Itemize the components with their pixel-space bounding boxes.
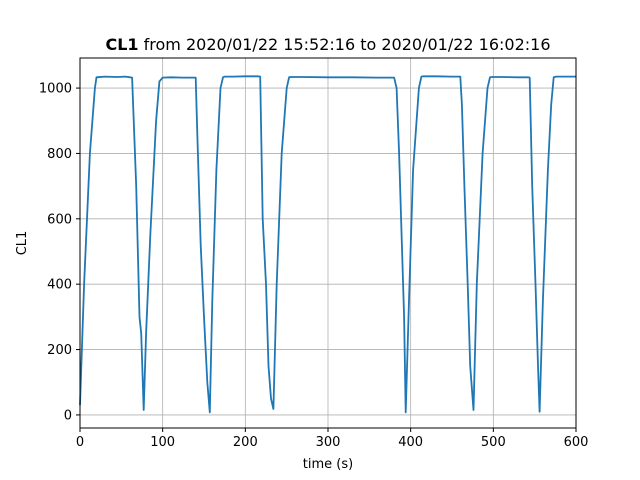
data-series bbox=[79, 75, 576, 414]
chart-title-rest: from 2020/01/22 15:52:16 to 2020/01/22 1… bbox=[139, 35, 551, 54]
y-tick-label: 800 bbox=[47, 147, 72, 162]
y-axis-ticks: 0 200 400 600 800 1000 bbox=[39, 82, 80, 423]
x-axis-label: time (s) bbox=[303, 457, 353, 472]
y-tick-label: 200 bbox=[47, 343, 72, 358]
x-tick-label: 300 bbox=[316, 435, 341, 450]
x-tick-label: 200 bbox=[233, 435, 258, 450]
chart-title: CL1 from 2020/01/22 15:52:16 to 2020/01/… bbox=[105, 35, 550, 54]
grid-lines bbox=[79, 58, 577, 428]
x-tick-label: 500 bbox=[481, 435, 506, 450]
x-axis-ticks: 0 100 200 300 400 500 600 bbox=[76, 428, 589, 450]
x-tick-label: 400 bbox=[398, 435, 423, 450]
x-tick-label: 100 bbox=[150, 435, 175, 450]
y-tick-label: 1000 bbox=[39, 82, 72, 97]
chart-title-bold: CL1 bbox=[105, 35, 138, 54]
x-tick-label: 600 bbox=[564, 435, 589, 450]
y-tick-label: 0 bbox=[64, 408, 72, 423]
y-axis-label: CL1 bbox=[15, 231, 30, 256]
y-tick-label: 600 bbox=[47, 212, 72, 227]
x-tick-label: 0 bbox=[76, 435, 84, 450]
series-line-0 bbox=[79, 75, 576, 414]
y-tick-label: 400 bbox=[47, 278, 72, 293]
